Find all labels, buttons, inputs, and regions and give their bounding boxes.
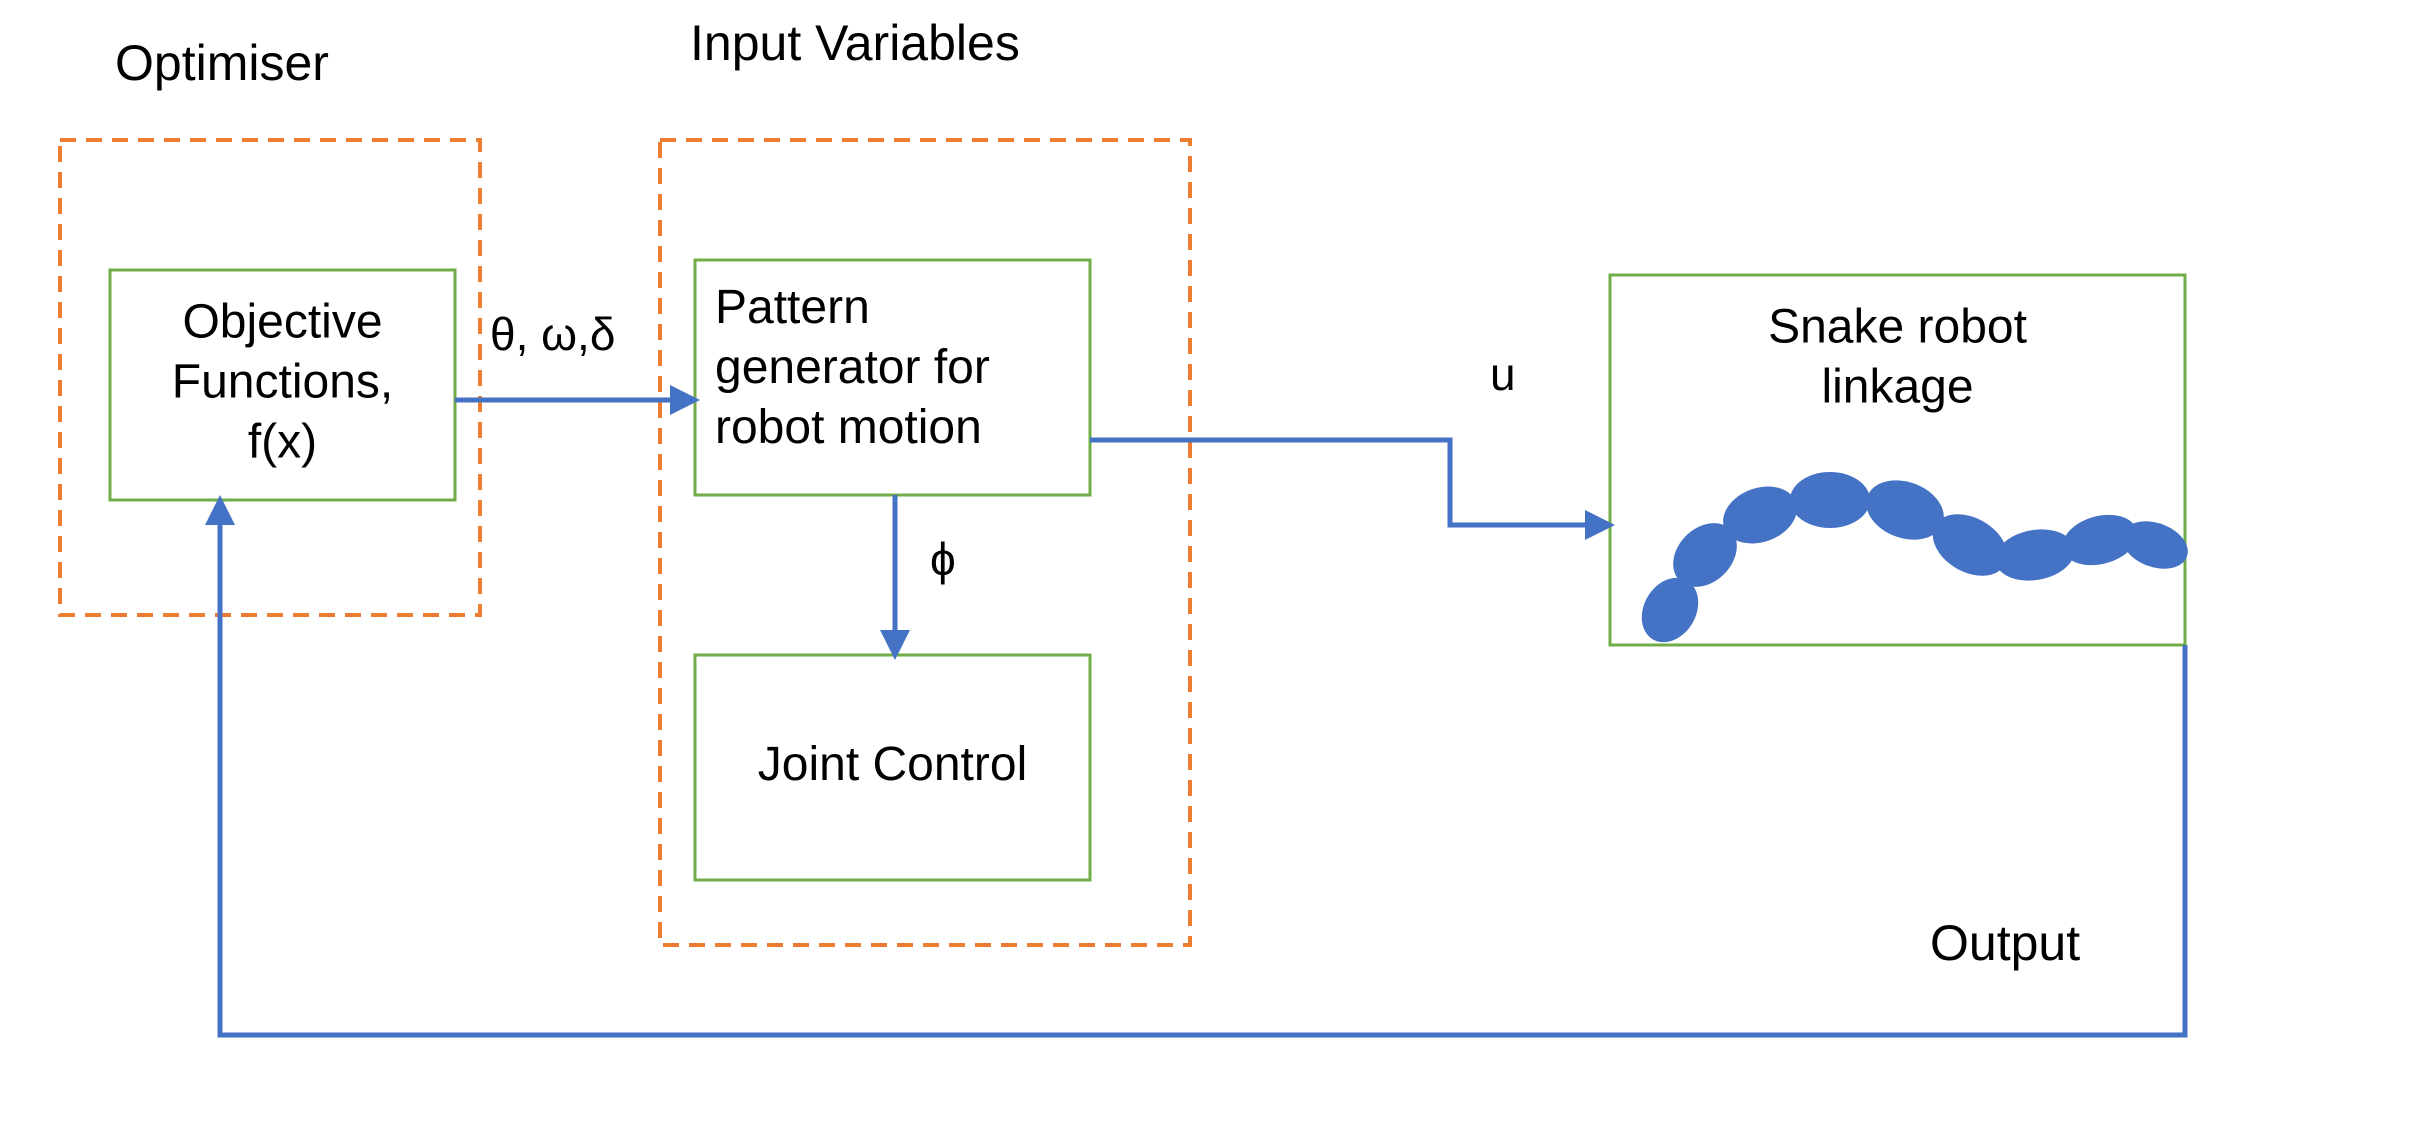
pattern-label-line-1: generator for xyxy=(715,341,990,394)
pattern_to_joint-arrow-label: ϕ xyxy=(930,533,956,585)
snake-label-line-1: linkage xyxy=(1821,361,1973,414)
pattern_to_snake-arrow-label: u xyxy=(1490,348,1516,400)
snake-link-3 xyxy=(1790,472,1870,528)
control-diagram: Objective Functions, f(x) Pattern generator … xyxy=(0,0,2415,1128)
pattern-label-line-2: robot motion xyxy=(715,401,982,454)
obj_to_pattern-arrow-label: θ, ω,δ xyxy=(490,308,615,360)
input_variables-title: Input Variables xyxy=(690,15,1020,71)
snake-label-line-0: Snake robot xyxy=(1768,301,2027,354)
joint-label-line-0: Joint Control xyxy=(758,738,1027,791)
optimiser-title: Optimiser xyxy=(115,35,329,91)
objective-label-line-2: f(x) xyxy=(248,416,317,469)
output-title: Output xyxy=(1930,915,2080,971)
pattern_to_snake-arrow xyxy=(1090,440,1610,525)
pattern-label-line-0: Pattern xyxy=(715,281,870,334)
objective-label-line-1: Functions, xyxy=(172,356,393,409)
objective-label-line-0: Objective xyxy=(182,296,382,349)
